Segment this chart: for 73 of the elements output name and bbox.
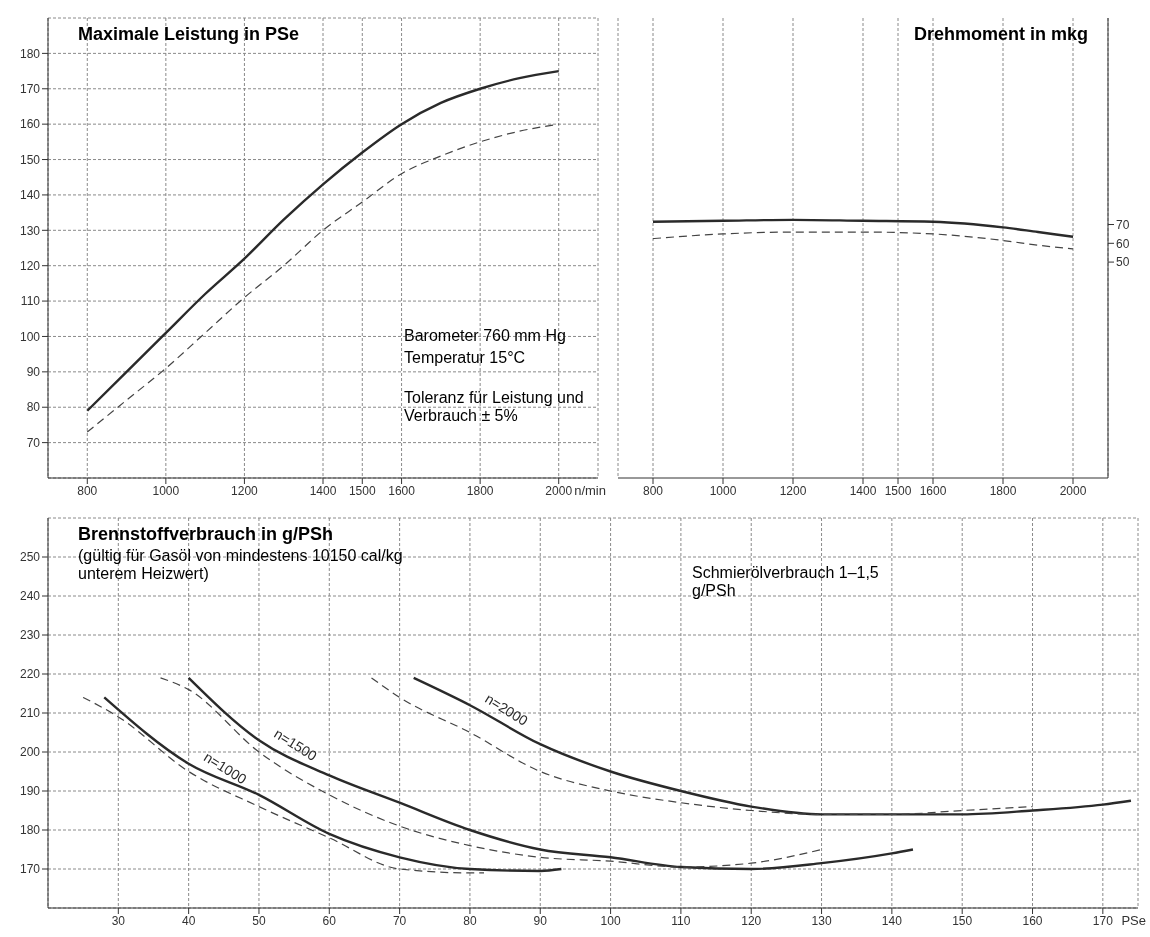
x-axis-title: n/min [574,483,606,498]
x-tick-label: 160 [1022,913,1043,928]
y-tick-label: 180 [19,46,41,61]
annotation: Toleranz für Leistung und Verbrauch ± 5% [404,389,585,425]
line-series [82,696,485,874]
y-tick-label: 230 [19,628,41,643]
x-tick-label: 70 [392,913,407,928]
y-tick-label: 90 [26,365,41,380]
chart-title: Drehmoment in mkg [913,24,1088,45]
x-tick-label: 1400 [849,483,877,498]
y-tick-label: 150 [19,152,41,167]
x-tick-label: 110 [671,913,691,928]
y-tick-label: 170 [19,82,41,97]
x-tick-label: 1000 [709,483,737,498]
annotation: Schmierölverbrauch 1–1,5 g/PSh [692,563,880,600]
x-tick-label: 800 [77,483,98,498]
y-tick-label: 70 [1116,217,1130,232]
y-tick-label: 190 [19,784,41,799]
x-tick-label: 1400 [309,483,337,498]
x-tick-label: 1600 [388,483,416,498]
y-tick-label: 120 [19,258,41,273]
x-tick-label: 170 [1092,913,1114,928]
y-tick-label: 220 [19,667,41,682]
x-tick-label: 50 [252,913,266,928]
y-tick-label: 110 [20,294,41,309]
x-tick-label: 60 [322,913,337,928]
x-tick-label: 2000 [1059,483,1087,498]
x-tick-label: 1200 [231,483,259,498]
y-tick-label: 200 [19,745,41,760]
line-series [370,677,1034,815]
annotation: Barometer 760 mm Hg [404,327,567,345]
y-tick-label: 160 [19,117,41,132]
x-tick-label: 2000 [545,483,573,498]
line-series [187,676,915,871]
chart-title: Brennstoffverbrauch in g/PSh [78,524,335,545]
y-tick-label: 130 [19,223,41,238]
line-series [412,676,1133,816]
y-tick-label: 140 [19,188,41,203]
y-tick-label: 210 [19,706,41,721]
annotation: Temperatur 15°C [404,349,527,367]
x-tick-label: 1600 [919,483,947,498]
line-series [651,218,1075,238]
y-tick-label: 240 [19,589,41,604]
chart-title: Maximale Leistung in PSe [78,24,300,45]
x-tick-label: 1800 [466,483,494,498]
x-tick-label: 80 [463,913,477,928]
x-tick-label: 800 [642,483,664,498]
x-tick-label: 40 [181,913,196,928]
line-series [159,677,823,868]
y-tick-label: 250 [19,550,41,565]
x-tick-label: 1500 [348,483,376,498]
y-tick-label: 70 [26,435,41,450]
x-tick-label: 1200 [779,483,807,498]
y-tick-label: 100 [19,329,41,344]
line-series [652,231,1074,250]
y-tick-label: 80 [26,400,41,415]
x-tick-label: 150 [952,913,973,928]
x-tick-label: 1000 [152,483,180,498]
x-tick-label: 1500 [884,483,912,498]
line-series [103,696,563,873]
y-tick-label: 60 [1116,236,1130,251]
y-tick-label: 180 [19,823,41,838]
y-tick-label: 50 [1116,255,1130,270]
x-tick-label: 120 [741,913,762,928]
x-tick-label: 130 [811,913,832,928]
x-tick-label: 1800 [989,483,1017,498]
x-tick-label: 100 [600,913,621,928]
text: (gültig für Gasöl von mindestens 10150 cal/kg unterem Heizwert) [78,547,404,583]
x-tick-label: 30 [111,913,126,928]
x-tick-label: 90 [533,913,548,928]
x-axis-title: PSe [1121,913,1146,928]
y-tick-label: 170 [19,862,41,877]
x-tick-label: 140 [881,913,903,928]
